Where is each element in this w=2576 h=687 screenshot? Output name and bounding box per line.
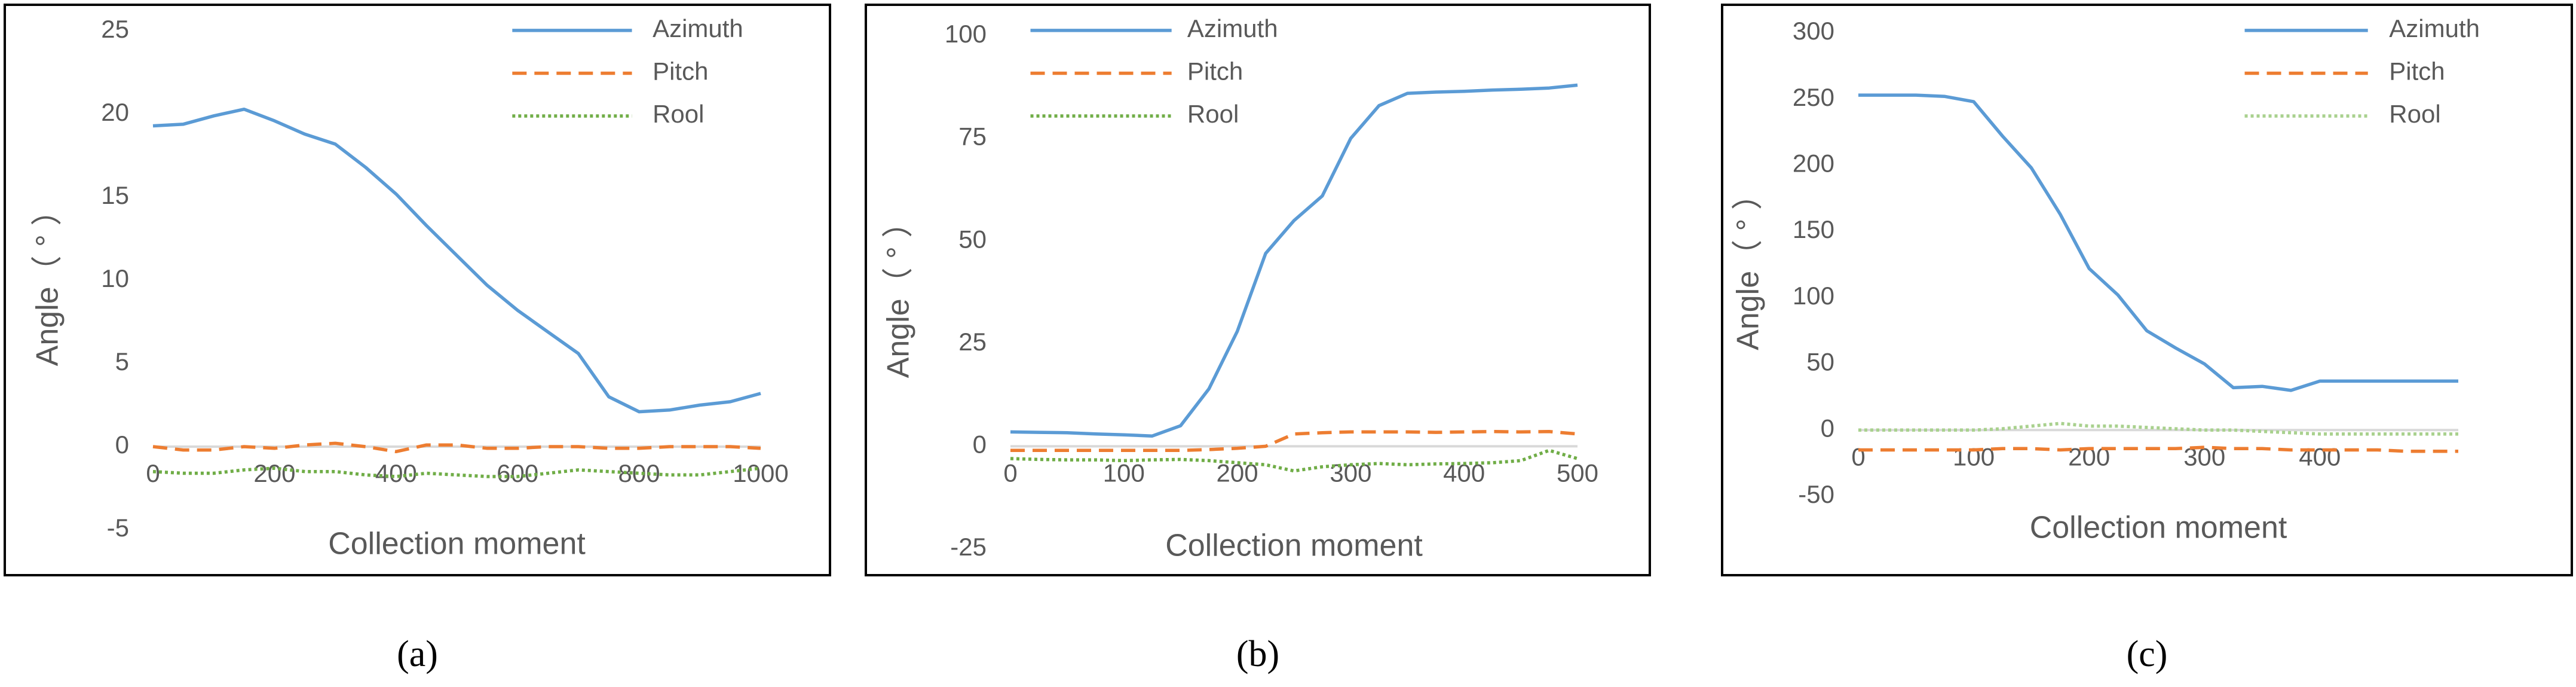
y-tick-label: 20 — [101, 98, 129, 126]
x-axis-title: Collection moment — [1165, 529, 1423, 563]
y-tick-label: 25 — [958, 328, 987, 356]
y-tick-label: 0 — [115, 430, 129, 459]
y-tick-label: 100 — [945, 20, 987, 48]
y-tick-label: 0 — [973, 430, 987, 458]
y-tick-label: 15 — [101, 181, 129, 209]
x-tick-label: 600 — [497, 459, 538, 487]
panel-caption: (c) — [2127, 634, 2168, 674]
x-tick-label: 300 — [1330, 459, 1371, 487]
series-line — [152, 441, 761, 454]
series-line — [152, 107, 761, 414]
y-tick-label: -25 — [950, 533, 987, 561]
y-tick-label: 10 — [101, 264, 129, 292]
legend-label: Rool — [2389, 100, 2440, 128]
x-tick-label: 500 — [1557, 459, 1598, 487]
series-line — [152, 466, 761, 478]
series-line — [1010, 448, 1578, 473]
legend-label: Rool — [1187, 100, 1239, 128]
x-tick-label: 100 — [1953, 442, 1995, 471]
legend-label: Pitch — [2389, 57, 2445, 86]
panel-frame — [1721, 4, 2573, 576]
y-tick-label: 100 — [1793, 282, 1834, 310]
y-tick-label: 5 — [115, 347, 129, 375]
legend-label: Pitch — [653, 57, 708, 86]
y-tick-label: 150 — [1793, 215, 1834, 243]
y-tick-label: 200 — [1793, 149, 1834, 178]
x-tick-label: 100 — [1103, 459, 1145, 487]
series-line — [1858, 422, 2458, 436]
panel-caption: (a) — [397, 634, 438, 674]
series-line — [1010, 83, 1578, 438]
series-line — [1010, 429, 1578, 453]
x-tick-label: 1000 — [733, 459, 788, 487]
y-tick-label: 50 — [1806, 348, 1834, 376]
x-tick-label: 0 — [1851, 442, 1865, 471]
x-axis-title: Collection moment — [2030, 511, 2287, 545]
series-line — [1858, 445, 2458, 453]
x-tick-label: 0 — [146, 459, 160, 487]
x-tick-label: 400 — [375, 459, 417, 487]
panel-frame — [865, 4, 1651, 576]
x-tick-label: 200 — [253, 459, 295, 487]
x-tick-label: 0 — [1003, 459, 1017, 487]
series-line — [1858, 93, 2458, 392]
y-axis-title: Angle（ ° ） — [881, 207, 916, 378]
legend-label: Rool — [653, 100, 704, 128]
panel-frame — [4, 4, 831, 576]
y-axis-title: Angle（ ° ） — [1731, 179, 1766, 350]
legend-label: Azimuth — [2389, 14, 2480, 42]
x-axis-title: Collection moment — [328, 527, 586, 561]
y-tick-label: 75 — [958, 123, 987, 151]
y-tick-label: -50 — [1798, 480, 1834, 508]
legend-label: Azimuth — [1187, 14, 1278, 42]
x-tick-label: 200 — [2068, 442, 2110, 471]
y-tick-label: 300 — [1793, 17, 1834, 45]
legend-label: Pitch — [1187, 57, 1243, 86]
y-axis-title: Angle（ ° ） — [30, 195, 65, 367]
y-tick-label: 25 — [101, 15, 129, 43]
y-tick-label: 50 — [958, 225, 987, 253]
y-tick-label: -5 — [107, 514, 129, 542]
y-tick-label: 0 — [1821, 414, 1834, 442]
legend-label: Azimuth — [653, 14, 743, 42]
y-tick-label: 250 — [1793, 83, 1834, 111]
x-tick-label: 400 — [2299, 442, 2341, 471]
panel-caption: (b) — [1236, 634, 1279, 674]
